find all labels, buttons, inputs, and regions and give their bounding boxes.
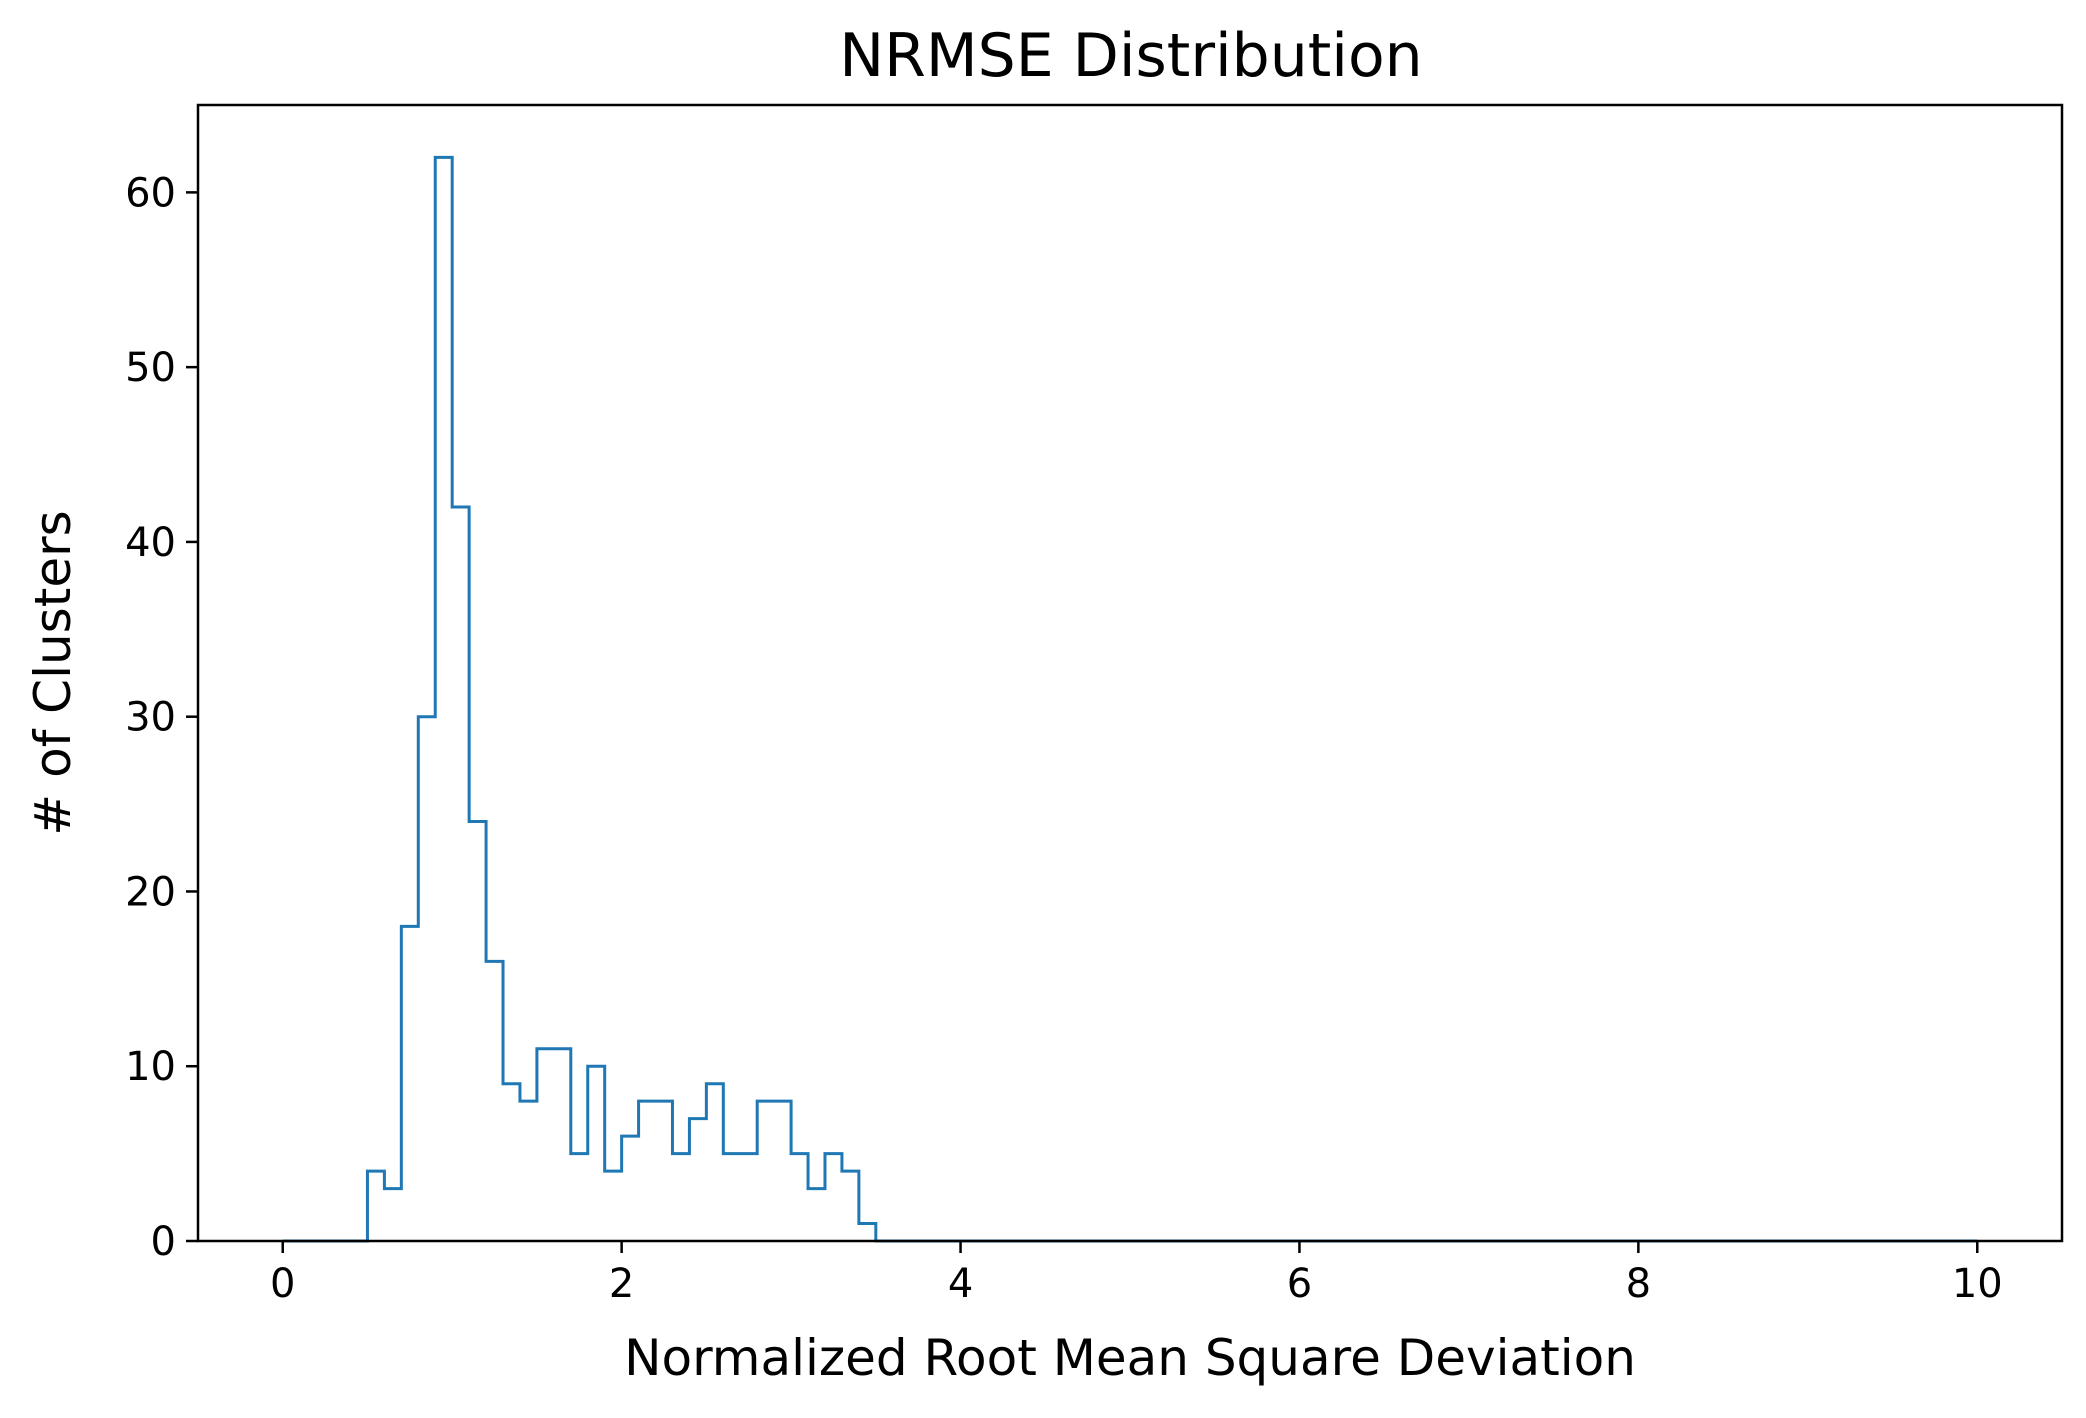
x-tick-label: 4 bbox=[948, 1261, 973, 1307]
x-tick-label: 6 bbox=[1287, 1261, 1312, 1307]
x-tick-label: 0 bbox=[270, 1261, 295, 1307]
x-axis: 0 2 4 6 8 10 bbox=[270, 1241, 2003, 1307]
x-tick-label: 8 bbox=[1626, 1261, 1651, 1307]
y-tick-label: 30 bbox=[125, 695, 176, 741]
y-tick-label: 20 bbox=[125, 869, 176, 915]
histogram-step-series bbox=[282, 155, 1978, 1243]
y-tick-label: 50 bbox=[125, 345, 176, 391]
axes-frame bbox=[196, 103, 2064, 1243]
x-tick-label: 2 bbox=[609, 1261, 634, 1307]
y-tick-label: 0 bbox=[151, 1219, 176, 1265]
x-tick-label: 10 bbox=[1952, 1261, 2003, 1307]
y-tick-label: 10 bbox=[125, 1044, 176, 1090]
x-axis-label: Normalized Root Mean Square Deviation bbox=[624, 1329, 1636, 1387]
chart-title: NRMSE Distribution bbox=[839, 21, 1422, 91]
plot-area bbox=[282, 155, 1978, 1243]
y-tick-label: 60 bbox=[125, 170, 176, 216]
y-axis-label: # of Clusters bbox=[24, 510, 82, 835]
y-axis: 0 10 20 30 40 50 60 bbox=[125, 170, 198, 1265]
y-tick-label: 40 bbox=[125, 520, 176, 566]
